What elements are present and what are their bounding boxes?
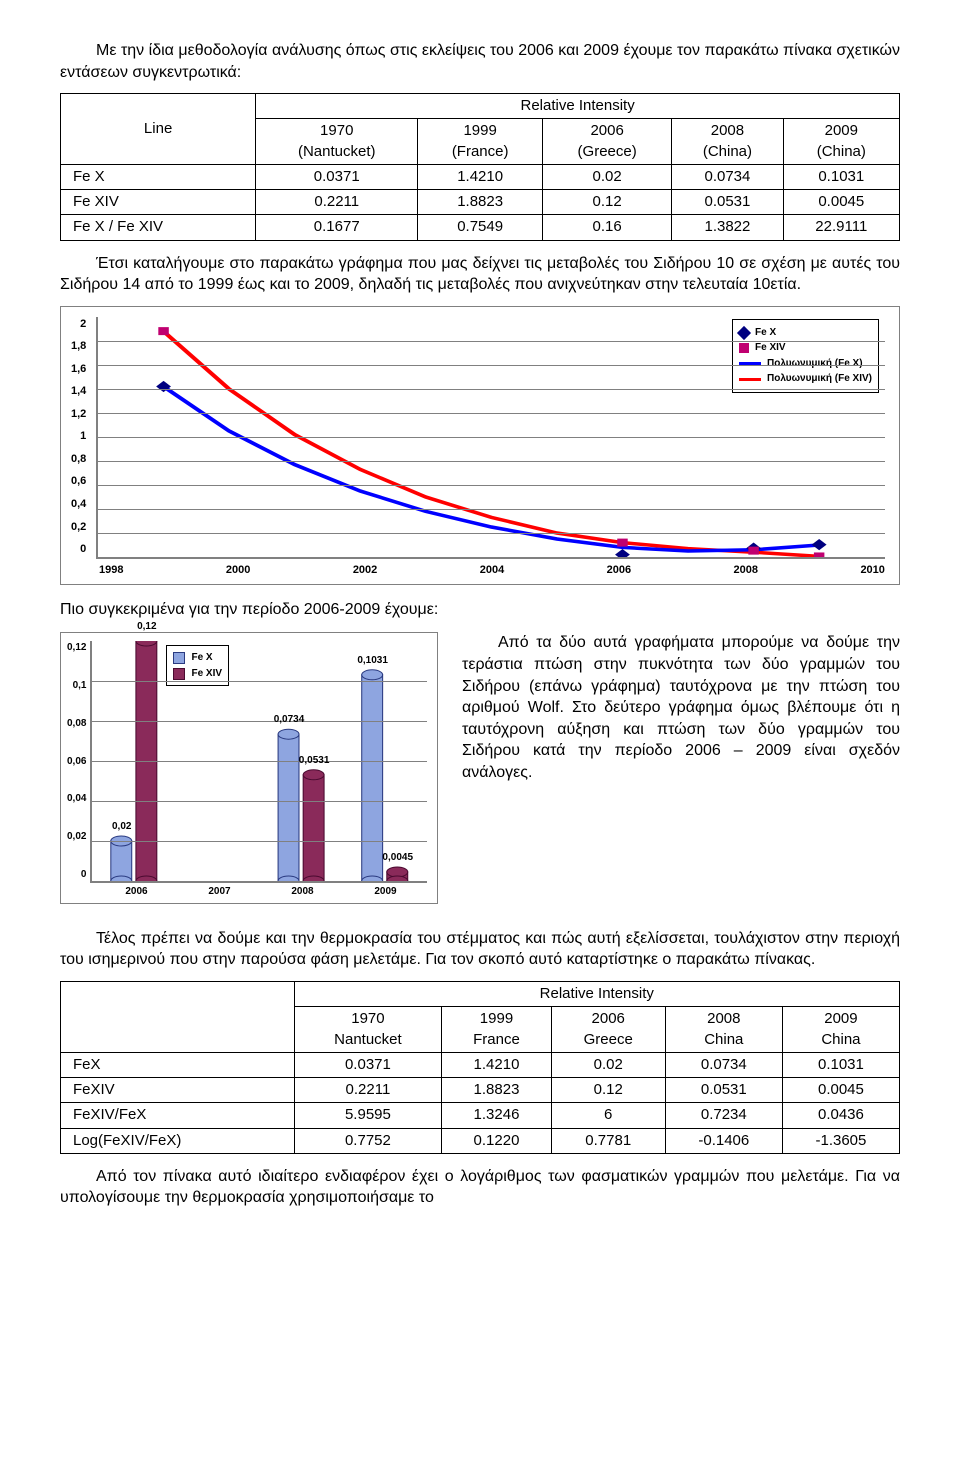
para-6: Από τον πίνακα αυτό ιδιαίτερο ενδιαφέρον… bbox=[60, 1166, 900, 1209]
row-label: Fe XIV bbox=[61, 190, 256, 215]
legend-fex: Fe X bbox=[755, 326, 776, 340]
cell: -1.3605 bbox=[782, 1128, 899, 1153]
bar-legend-fex: Fe X bbox=[191, 651, 212, 665]
col-header: 1999France bbox=[442, 1007, 551, 1053]
para-2: Έτσι καταλήγουμε στο παρακάτω γράφημα πο… bbox=[60, 253, 900, 296]
table-2: Relative Intensity 1970Nantucket1999Fran… bbox=[60, 981, 900, 1154]
t2-h-relint: Relative Intensity bbox=[294, 982, 899, 1007]
bar-value-label: 0,0045 bbox=[382, 851, 413, 865]
cell: 0.0371 bbox=[256, 164, 418, 189]
cell: 1.8823 bbox=[442, 1078, 551, 1103]
bar-chart-plot: Fe X Fe XIV 0,020,07340,10310,120,05310,… bbox=[90, 641, 427, 883]
line-chart-x-axis: 1998200020022004200620082010 bbox=[99, 563, 885, 578]
para-4: Από τα δύο αυτά γραφήματα μπορούμε να δο… bbox=[462, 632, 900, 783]
line-chart-plot: Fe X Fe XIV Πολυωνυμική (Fe X) Πολυωνυμι… bbox=[96, 317, 885, 559]
para-1: Με την ίδια μεθοδολογία ανάλυσης όπως στ… bbox=[60, 40, 900, 83]
bar-chart-legend: Fe X Fe XIV bbox=[166, 645, 229, 686]
bar-value-label: 0,0734 bbox=[274, 713, 305, 727]
cell: 0.02 bbox=[543, 164, 672, 189]
legend-poly-fexiv: Πολυωνυμική (Fe XIV) bbox=[767, 372, 872, 386]
cell: -0.1406 bbox=[665, 1128, 782, 1153]
t2-empty bbox=[61, 982, 295, 1053]
bar-chart: 0,120,10,080,060,040,020 Fe X Fe XIV 0,0… bbox=[60, 632, 438, 904]
t1-h-relint: Relative Intensity bbox=[256, 94, 900, 119]
cell: 0.0436 bbox=[782, 1103, 899, 1128]
row-label: FeX bbox=[61, 1052, 295, 1077]
cell: 0.7781 bbox=[551, 1128, 665, 1153]
col-header: 1999(France) bbox=[418, 119, 543, 165]
para-5: Τέλος πρέπει να δούμε και την θερμοκρασί… bbox=[60, 928, 900, 971]
cell: 0.0371 bbox=[294, 1052, 442, 1077]
line-chart-legend: Fe X Fe XIV Πολυωνυμική (Fe X) Πολυωνυμι… bbox=[732, 319, 879, 393]
page: Με την ίδια μεθοδολογία ανάλυσης όπως στ… bbox=[0, 0, 960, 1259]
legend-poly-fex: Πολυωνυμική (Fe X) bbox=[767, 357, 863, 371]
col-header: 2009China bbox=[782, 1007, 899, 1053]
cell: 22.9111 bbox=[783, 215, 899, 240]
cell: 0.1677 bbox=[256, 215, 418, 240]
cell: 6 bbox=[551, 1103, 665, 1128]
cell: 0.2211 bbox=[256, 190, 418, 215]
bar-value-label: 0,0531 bbox=[299, 754, 330, 768]
cell: 0.7549 bbox=[418, 215, 543, 240]
bar-chart-y-axis: 0,120,10,080,060,040,020 bbox=[67, 641, 86, 881]
cell: 0.2211 bbox=[294, 1078, 442, 1103]
cell: 1.3822 bbox=[672, 215, 783, 240]
cell: 1.4210 bbox=[442, 1052, 551, 1077]
para-3: Πιο συγκεκριμένα για την περίοδο 2006-20… bbox=[60, 599, 900, 621]
cell: 5.9595 bbox=[294, 1103, 442, 1128]
cell: 0.1031 bbox=[782, 1052, 899, 1077]
bar-value-label: 0,02 bbox=[112, 820, 131, 834]
col-header: 2008(China) bbox=[672, 119, 783, 165]
cell: 0.02 bbox=[551, 1052, 665, 1077]
cell: 0.0531 bbox=[672, 190, 783, 215]
cell: 0.0531 bbox=[665, 1078, 782, 1103]
col-header: 1970Nantucket bbox=[294, 1007, 442, 1053]
row-label: FeXIV/FeX bbox=[61, 1103, 295, 1128]
t1-h-line: Line bbox=[61, 94, 256, 165]
cell: 0.1031 bbox=[783, 164, 899, 189]
col-header: 1970(Nantucket) bbox=[256, 119, 418, 165]
col-header: 2008China bbox=[665, 1007, 782, 1053]
line-chart: 21,81,61,41,210,80,60,40,20 Fe X Fe XIV … bbox=[60, 306, 900, 585]
cell: 0.1220 bbox=[442, 1128, 551, 1153]
bar-chart-x-axis: 2006200720082009 bbox=[95, 885, 427, 899]
cell: 0.12 bbox=[543, 190, 672, 215]
cell: 0.0045 bbox=[783, 190, 899, 215]
bar-value-label: 0,12 bbox=[137, 620, 156, 634]
bar-legend-fexiv: Fe XIV bbox=[191, 667, 222, 681]
cell: 1.4210 bbox=[418, 164, 543, 189]
line-chart-y-axis: 21,81,61,41,210,80,60,40,20 bbox=[71, 317, 90, 557]
cell: 1.8823 bbox=[418, 190, 543, 215]
cell: 0.12 bbox=[551, 1078, 665, 1103]
cell: 0.7752 bbox=[294, 1128, 442, 1153]
bar-value-label: 0,1031 bbox=[357, 654, 388, 668]
table-1: Line Relative Intensity 1970(Nantucket)1… bbox=[60, 93, 900, 241]
cell: 1.3246 bbox=[442, 1103, 551, 1128]
cell: 0.0734 bbox=[672, 164, 783, 189]
row-label: Fe X / Fe XIV bbox=[61, 215, 256, 240]
col-header: 2006(Greece) bbox=[543, 119, 672, 165]
col-header: 2009(China) bbox=[783, 119, 899, 165]
col-header: 2006Greece bbox=[551, 1007, 665, 1053]
row-label: Log(FeXIV/FeX) bbox=[61, 1128, 295, 1153]
legend-fexiv: Fe XIV bbox=[755, 341, 786, 355]
cell: 0.16 bbox=[543, 215, 672, 240]
cell: 0.7234 bbox=[665, 1103, 782, 1128]
row-label: FeXIV bbox=[61, 1078, 295, 1103]
cell: 0.0045 bbox=[782, 1078, 899, 1103]
cell: 0.0734 bbox=[665, 1052, 782, 1077]
row-label: Fe X bbox=[61, 164, 256, 189]
